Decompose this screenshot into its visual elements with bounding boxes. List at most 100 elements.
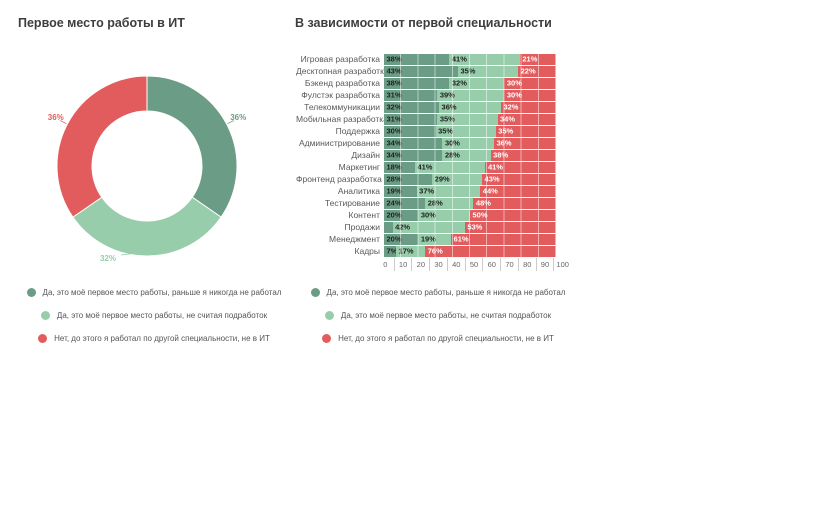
legend-color-dot (324, 311, 334, 320)
donut-slice (146, 75, 238, 218)
bar-category-label: Кадры (354, 246, 380, 256)
bar-segment-series-0: 19% (384, 185, 417, 197)
bar-segment-series-2: 43% (482, 173, 556, 185)
bar-segment-series-2: 53% (464, 221, 556, 233)
bar-value-label: 35% (498, 126, 514, 136)
bar-value-label: 35% (460, 66, 476, 76)
bar-track: 28% 29% 43% (384, 173, 556, 185)
bar-row: Кадры 7% 17% 76% (296, 245, 558, 257)
bar-segment-series-0: 31% (384, 89, 438, 101)
bar-row: Тестирование 24% 28% 48% (296, 197, 558, 209)
bar-category-label: Фулстэк разработка (301, 90, 380, 100)
bar-segment-series-1: 29% (432, 173, 483, 185)
bar-value-label: 20% (386, 210, 402, 220)
bar-value-label: 31% (386, 114, 402, 124)
legend-item-label: Да, это моё первое место работы, не счит… (340, 311, 552, 320)
bar-row: Фронтенд разработка 28% 29% 43% (296, 173, 558, 185)
bar-row: Бэкенд разработка 38% 32% 30% (296, 77, 558, 89)
legend-color-dot (40, 311, 50, 320)
bar-segment-series-0: 31% (384, 113, 438, 125)
bar-segment-series-2: 36% (494, 137, 556, 149)
bar-row: Десктопная разработка 43% 35% 22% (296, 65, 558, 77)
bar-value-label: 35% (439, 114, 455, 124)
axis-tick-label: 20 (412, 258, 431, 271)
legend-item: Нет, до этого я работал по другой специа… (322, 334, 554, 343)
legend-item-label: Да, это моё первое место работы, раньше … (42, 288, 282, 297)
bar-value-label: 39% (439, 90, 455, 100)
axis-tick-label: 40 (448, 258, 466, 271)
bar-row: Мобильная разработка 31% 35% 34% (296, 113, 558, 125)
bar-category-label: Контент (348, 210, 381, 220)
legend-color-dot (38, 334, 48, 343)
bar-value-label: 41% (417, 162, 433, 172)
bar-row: Фулстэк разработка 31% 39% 30% (296, 89, 558, 101)
bar-track: 43% 35% 22% (384, 65, 556, 77)
bar-track: 30% 35% 35% (384, 125, 556, 137)
bar-value-label: 32% (451, 78, 467, 88)
bar-value-label: 36% (441, 102, 457, 112)
bar-value-label: 36% (496, 138, 512, 148)
axis-tick-label: 100 (556, 260, 569, 269)
bar-segment-series-2: 34% (497, 113, 556, 125)
legend-color-dot (310, 288, 320, 297)
bar-row: Администрирование 34% 30% 36% (296, 137, 558, 149)
bar-category-label: Мобильная разработка (296, 114, 388, 124)
bar-value-label: 28% (444, 150, 460, 160)
bar-segment-series-1: 30% (418, 209, 470, 221)
bar-track: 34% 30% 36% (384, 137, 556, 149)
bar-segment-series-0: 28% (384, 173, 433, 185)
bar-segment-series-0: 34% (384, 149, 443, 161)
bar-value-label: 34% (386, 138, 402, 148)
bar-value-label: 37% (419, 186, 435, 196)
bar-segment-series-2: 76% (425, 245, 556, 257)
bar-segment-series-1: 39% (437, 89, 505, 101)
bar-value-label: 38% (386, 78, 402, 88)
axis-tick-label: 10 (395, 258, 413, 271)
bar-segment-series-1: 30% (442, 137, 495, 149)
bar-value-label: 38% (493, 150, 509, 160)
bar-row: Контент 20% 30% 50% (296, 209, 558, 221)
bar-segment-series-1: 32% (449, 77, 505, 89)
bar-category-label: Телекоммуникации (304, 102, 380, 112)
bar-value-label: 41% (451, 54, 467, 64)
legend-item-label: Нет, до этого я работал по другой специа… (54, 334, 270, 343)
bar-chart-title: В зависимости от первой специальности (295, 16, 552, 30)
donut-slice-label: 32% (100, 254, 116, 263)
bar-value-label: 35% (438, 126, 454, 136)
bar-value-label: 28% (386, 174, 402, 184)
bar-segment-series-0: 18% (384, 161, 415, 173)
bar-row: Игровая разработка 38% 41% 21% (296, 53, 558, 65)
bar-value-label: 50% (472, 210, 488, 220)
bar-segment-series-2: 44% (480, 185, 556, 197)
bar-segment-series-0: 20% (384, 209, 419, 221)
donut-chart-title: Первое место работы в ИТ (18, 16, 185, 30)
bar-segment-series-2: 21% (519, 53, 556, 65)
bar-value-label: 29% (434, 174, 450, 184)
donut-label-leader (120, 243, 155, 256)
legend-color-dot (322, 334, 332, 343)
bar-category-label: Поддержка (335, 126, 380, 136)
bar-value-label: 22% (520, 66, 536, 76)
bar-category-label: Маркетинг (338, 162, 380, 172)
bar-segment-series-1: 35% (435, 125, 496, 137)
bar-value-label: 41% (487, 162, 503, 172)
bar-segment-series-1: 17% (396, 245, 426, 257)
bar-value-label: 38% (386, 54, 402, 64)
bar-value-label: 19% (386, 186, 402, 196)
bar-row: Менеджмент 20% 19% 61% (296, 233, 558, 245)
legend-item: Да, это моё первое место работы, раньше … (26, 288, 282, 297)
bar-row: Поддержка 30% 35% 35% (296, 125, 558, 137)
bar-row: Маркетинг 18% 41% 41% (296, 161, 558, 173)
bar-chart-legend: Да, это моё первое место работы, раньше … (299, 288, 577, 357)
bar-segment-series-2: 22% (518, 65, 556, 77)
bar-segment-series-0: 30% (384, 125, 436, 137)
bar-value-label: 28% (427, 198, 443, 208)
bar-category-label: Бэкенд разработка (304, 78, 380, 88)
axis-tick-label: 80 (519, 258, 537, 271)
donut-slice (72, 196, 222, 257)
bar-track: 31% 39% 30% (384, 89, 556, 101)
bar-segment-series-0: 38% (384, 53, 450, 65)
stacked-bar-chart: Игровая разработка 38% 41% 21% Десктопная ра… (296, 53, 558, 257)
bar-segment-series-0: 20% (384, 233, 419, 245)
bar-value-label: 61% (453, 234, 469, 244)
